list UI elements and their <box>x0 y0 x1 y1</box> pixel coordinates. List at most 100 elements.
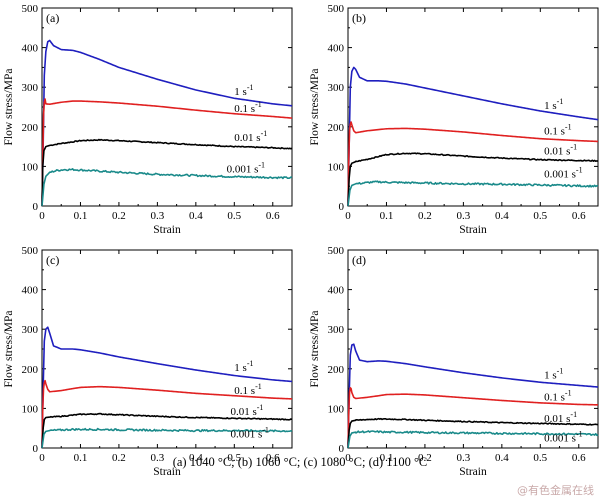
curve-01s-a <box>41 98 293 207</box>
watermark: @有色金属在线 <box>517 484 594 497</box>
x-tick-label: 0.2 <box>418 210 432 222</box>
y-tick-label: 300 <box>22 324 39 336</box>
x-tick-label: 0.1 <box>380 210 394 222</box>
y-tick-label: 100 <box>328 161 345 173</box>
x-tick-label: 0.6 <box>572 452 586 464</box>
curve-label: 1 s-1 <box>544 367 563 382</box>
curve-01s-c <box>41 379 293 449</box>
x-tick-label: 0.1 <box>74 452 88 464</box>
x-tick-label: 0.5 <box>227 210 241 222</box>
curve-001s-b <box>347 152 599 207</box>
x-tick-label: 0.3 <box>151 452 165 464</box>
panel-label-b: (b) <box>352 11 366 25</box>
x-tick-label: 0.2 <box>112 452 126 464</box>
y-tick-label: 0 <box>339 201 345 213</box>
curve-label: 0.01 s-1 <box>234 129 267 144</box>
panel-a-chart: 0 0.1 0.2 0.3 0.4 0.5 0.6 0 100 200 300 400 500 Strai… <box>3 3 293 236</box>
curve-0001s-d <box>347 430 599 449</box>
y-tick-label: 100 <box>22 403 39 415</box>
x-tick-label: 0.5 <box>227 452 241 464</box>
y-tick-label: 100 <box>22 161 39 173</box>
x-tick-label: 0.5 <box>533 452 547 464</box>
curve-0001s-a <box>41 168 293 207</box>
curve-0001s-b <box>347 180 599 207</box>
x-axis-label: Strain <box>153 224 181 236</box>
curve-label: 0.001 s-1 <box>544 165 582 180</box>
curve-label: 0.1 s-1 <box>544 123 571 138</box>
curve-label: 0.001 s-1 <box>230 425 268 440</box>
curve-label: 0.1 s-1 <box>234 382 261 397</box>
y-axis-label: Flow stress/MPa <box>3 69 15 146</box>
x-tick-label: 0.1 <box>74 210 88 222</box>
y-axis-label: Flow stress/MPa <box>309 311 321 388</box>
x-tick-label: 0.2 <box>418 452 432 464</box>
x-tick-label: 0.1 <box>380 452 394 464</box>
x-tick-label: 0.6 <box>266 452 280 464</box>
y-tick-label: 300 <box>328 82 345 94</box>
curve-label: 0.01 s-1 <box>230 403 263 418</box>
curve-1s-a <box>41 39 293 207</box>
panel-c-chart: 0 0.1 0.2 0.3 0.4 0.5 0.6 0 100 200 300 400 500 Strai… <box>3 245 293 478</box>
x-tick-label: 0.4 <box>189 452 203 464</box>
panel-b-chart: 0 0.1 0.2 0.3 0.4 0.5 0.6 0 100 200 300 400 500 Strai… <box>309 3 599 236</box>
x-tick-label: 0.3 <box>151 210 165 222</box>
curve-0001s-c <box>41 427 293 449</box>
figure-caption: (a) 1040 °C; (b) 1060 °C; (c) 1080 °C; (… <box>172 455 428 469</box>
curve-label: 0.01 s-1 <box>544 143 577 158</box>
y-tick-label: 400 <box>328 285 345 297</box>
curve-1s-b <box>347 66 599 207</box>
panel-label-d: (d) <box>352 253 366 267</box>
y-tick-label: 500 <box>22 3 39 15</box>
y-tick-label: 500 <box>328 245 345 257</box>
x-tick-label: 0.4 <box>495 210 509 222</box>
y-tick-label: 200 <box>22 364 39 376</box>
y-tick-label: 0 <box>339 443 345 455</box>
x-tick-label: 0.6 <box>266 210 280 222</box>
y-tick-label: 400 <box>328 43 345 55</box>
curve-label: 1 s-1 <box>234 83 253 98</box>
x-axis-label: Strain <box>459 224 487 236</box>
panel-d-chart: 0 0.1 0.2 0.3 0.4 0.5 0.6 0 100 200 300 400 500 Strai… <box>309 245 599 478</box>
panel-label-a: (a) <box>46 11 59 25</box>
x-tick-label: 0.2 <box>112 210 126 222</box>
x-tick-label: 0 <box>345 452 351 464</box>
curve-01s-d <box>347 387 599 449</box>
x-tick-label: 0 <box>39 210 45 222</box>
y-tick-label: 100 <box>328 403 345 415</box>
y-tick-label: 400 <box>22 43 39 55</box>
y-tick-label: 200 <box>22 122 39 134</box>
y-tick-label: 300 <box>328 324 345 336</box>
y-tick-label: 500 <box>22 245 39 257</box>
x-tick-label: 0.6 <box>572 210 586 222</box>
x-axis-label: Strain <box>153 466 181 478</box>
curve-label: 0.1 s-1 <box>544 388 571 403</box>
curve-label: 0.01 s-1 <box>544 410 577 425</box>
x-tick-label: 0 <box>39 452 45 464</box>
curve-label: 1 s-1 <box>234 359 253 374</box>
x-tick-label: 0.4 <box>495 452 509 464</box>
x-tick-label: 0.5 <box>533 210 547 222</box>
x-tick-label: 0 <box>345 210 351 222</box>
curve-label: 0.1 s-1 <box>234 100 261 115</box>
curve-001s-a <box>41 138 293 207</box>
y-tick-label: 500 <box>328 3 345 15</box>
y-tick-label: 0 <box>33 443 39 455</box>
y-axis-label: Flow stress/MPa <box>3 311 15 388</box>
x-tick-label: 0.3 <box>457 452 471 464</box>
y-tick-label: 200 <box>328 122 345 134</box>
y-tick-label: 200 <box>328 364 345 376</box>
curve-label: 0.001 s-1 <box>544 429 582 444</box>
x-tick-label: 0.4 <box>189 210 203 222</box>
x-tick-label: 0.3 <box>457 210 471 222</box>
panel-label-c: (c) <box>46 253 59 267</box>
y-tick-label: 400 <box>22 285 39 297</box>
curve-label: 1 s-1 <box>544 97 563 112</box>
curve-01s-b <box>347 121 599 207</box>
curve-1s-d <box>347 343 599 449</box>
curve-001s-c <box>41 412 293 449</box>
curve-1s-c <box>41 326 293 449</box>
curve-001s-d <box>347 417 599 449</box>
y-tick-label: 0 <box>33 201 39 213</box>
x-axis-label: Strain <box>459 466 487 478</box>
